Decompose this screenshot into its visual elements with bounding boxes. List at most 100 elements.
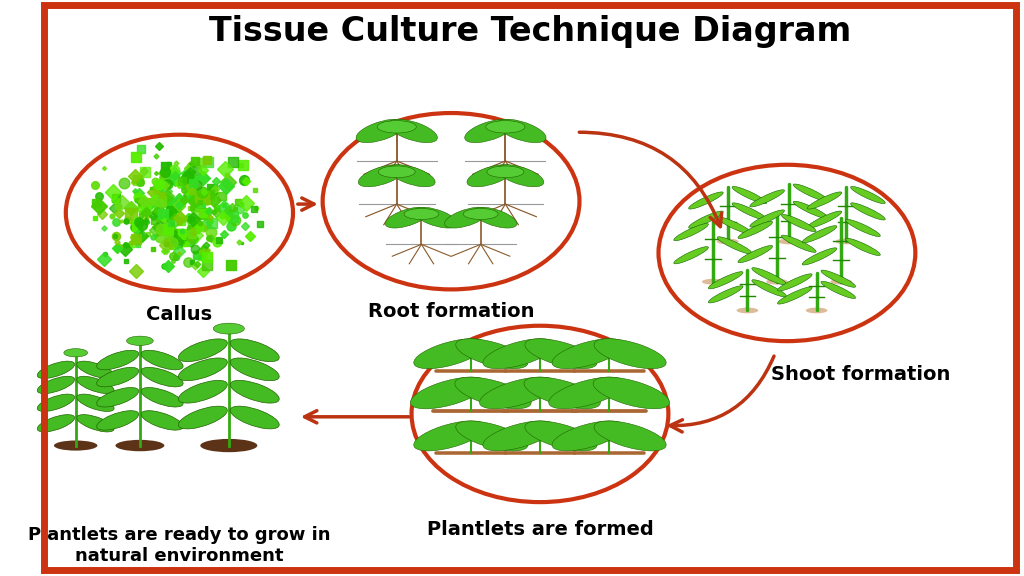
Ellipse shape xyxy=(37,415,75,432)
Ellipse shape xyxy=(821,281,856,298)
Ellipse shape xyxy=(54,441,97,450)
Ellipse shape xyxy=(456,339,528,369)
Ellipse shape xyxy=(358,165,404,187)
Ellipse shape xyxy=(483,421,555,451)
Text: Callus: Callus xyxy=(146,305,212,324)
Ellipse shape xyxy=(465,119,514,143)
Ellipse shape xyxy=(456,421,528,451)
Ellipse shape xyxy=(323,113,580,289)
Ellipse shape xyxy=(709,272,743,289)
Ellipse shape xyxy=(750,210,784,227)
Ellipse shape xyxy=(467,165,514,187)
Ellipse shape xyxy=(750,190,784,207)
Ellipse shape xyxy=(96,411,138,430)
Ellipse shape xyxy=(455,377,531,409)
Ellipse shape xyxy=(230,406,280,429)
Ellipse shape xyxy=(487,166,524,178)
Ellipse shape xyxy=(821,270,856,287)
Ellipse shape xyxy=(688,192,723,209)
Ellipse shape xyxy=(781,235,816,252)
Ellipse shape xyxy=(77,394,114,411)
Ellipse shape xyxy=(385,207,429,228)
Ellipse shape xyxy=(201,439,257,452)
Ellipse shape xyxy=(141,367,183,387)
Ellipse shape xyxy=(688,211,723,228)
Text: Plantlets are ready to grow in
natural environment: Plantlets are ready to grow in natural e… xyxy=(29,526,331,565)
Ellipse shape xyxy=(77,361,114,378)
Text: Root formation: Root formation xyxy=(368,302,535,321)
Ellipse shape xyxy=(732,187,767,204)
Text: Tissue Culture Technique Diagram: Tissue Culture Technique Diagram xyxy=(209,15,851,48)
Ellipse shape xyxy=(412,326,669,502)
Ellipse shape xyxy=(141,388,183,407)
Ellipse shape xyxy=(836,238,857,244)
Ellipse shape xyxy=(702,279,724,285)
Ellipse shape xyxy=(178,358,227,381)
Ellipse shape xyxy=(356,119,406,143)
Ellipse shape xyxy=(738,245,773,263)
Ellipse shape xyxy=(479,377,556,409)
Ellipse shape xyxy=(524,377,600,409)
Ellipse shape xyxy=(752,268,786,285)
Ellipse shape xyxy=(116,440,164,451)
Ellipse shape xyxy=(498,165,544,187)
Ellipse shape xyxy=(738,221,773,238)
Ellipse shape xyxy=(777,287,812,304)
Ellipse shape xyxy=(230,358,280,381)
Ellipse shape xyxy=(96,388,138,407)
Ellipse shape xyxy=(178,406,227,429)
Ellipse shape xyxy=(806,308,827,313)
Ellipse shape xyxy=(230,339,280,362)
Ellipse shape xyxy=(781,214,816,232)
Ellipse shape xyxy=(851,187,885,204)
Ellipse shape xyxy=(802,248,837,265)
Ellipse shape xyxy=(414,339,486,369)
Ellipse shape xyxy=(658,165,915,341)
Ellipse shape xyxy=(178,339,227,362)
Ellipse shape xyxy=(411,377,486,409)
Ellipse shape xyxy=(497,119,546,143)
Ellipse shape xyxy=(77,415,114,432)
Ellipse shape xyxy=(552,421,625,451)
Ellipse shape xyxy=(552,339,625,369)
Ellipse shape xyxy=(388,165,435,187)
Ellipse shape xyxy=(77,376,114,393)
Ellipse shape xyxy=(378,166,415,178)
Ellipse shape xyxy=(525,421,597,451)
Ellipse shape xyxy=(444,207,488,228)
Ellipse shape xyxy=(37,376,75,393)
Ellipse shape xyxy=(709,286,743,303)
Ellipse shape xyxy=(717,217,752,234)
Ellipse shape xyxy=(851,203,885,220)
Ellipse shape xyxy=(794,184,828,201)
Ellipse shape xyxy=(802,226,837,243)
Ellipse shape xyxy=(66,135,293,291)
Ellipse shape xyxy=(414,421,486,451)
Ellipse shape xyxy=(549,377,625,409)
Ellipse shape xyxy=(752,280,786,297)
Ellipse shape xyxy=(37,361,75,378)
Ellipse shape xyxy=(473,207,517,228)
Ellipse shape xyxy=(794,201,828,218)
Ellipse shape xyxy=(846,238,881,256)
Ellipse shape xyxy=(846,219,881,237)
Ellipse shape xyxy=(594,339,667,369)
Ellipse shape xyxy=(674,223,709,241)
Ellipse shape xyxy=(127,336,154,346)
Ellipse shape xyxy=(96,350,138,370)
Ellipse shape xyxy=(594,421,667,451)
Ellipse shape xyxy=(463,209,498,219)
Ellipse shape xyxy=(377,120,417,133)
Ellipse shape xyxy=(213,323,245,334)
Ellipse shape xyxy=(593,377,670,409)
Ellipse shape xyxy=(483,339,555,369)
Ellipse shape xyxy=(717,238,738,244)
Ellipse shape xyxy=(778,238,800,244)
Ellipse shape xyxy=(96,367,138,387)
Ellipse shape xyxy=(736,308,759,313)
Ellipse shape xyxy=(141,411,183,430)
Ellipse shape xyxy=(766,279,787,285)
Text: Shoot formation: Shoot formation xyxy=(771,365,950,384)
Ellipse shape xyxy=(732,203,767,220)
Ellipse shape xyxy=(674,247,709,264)
